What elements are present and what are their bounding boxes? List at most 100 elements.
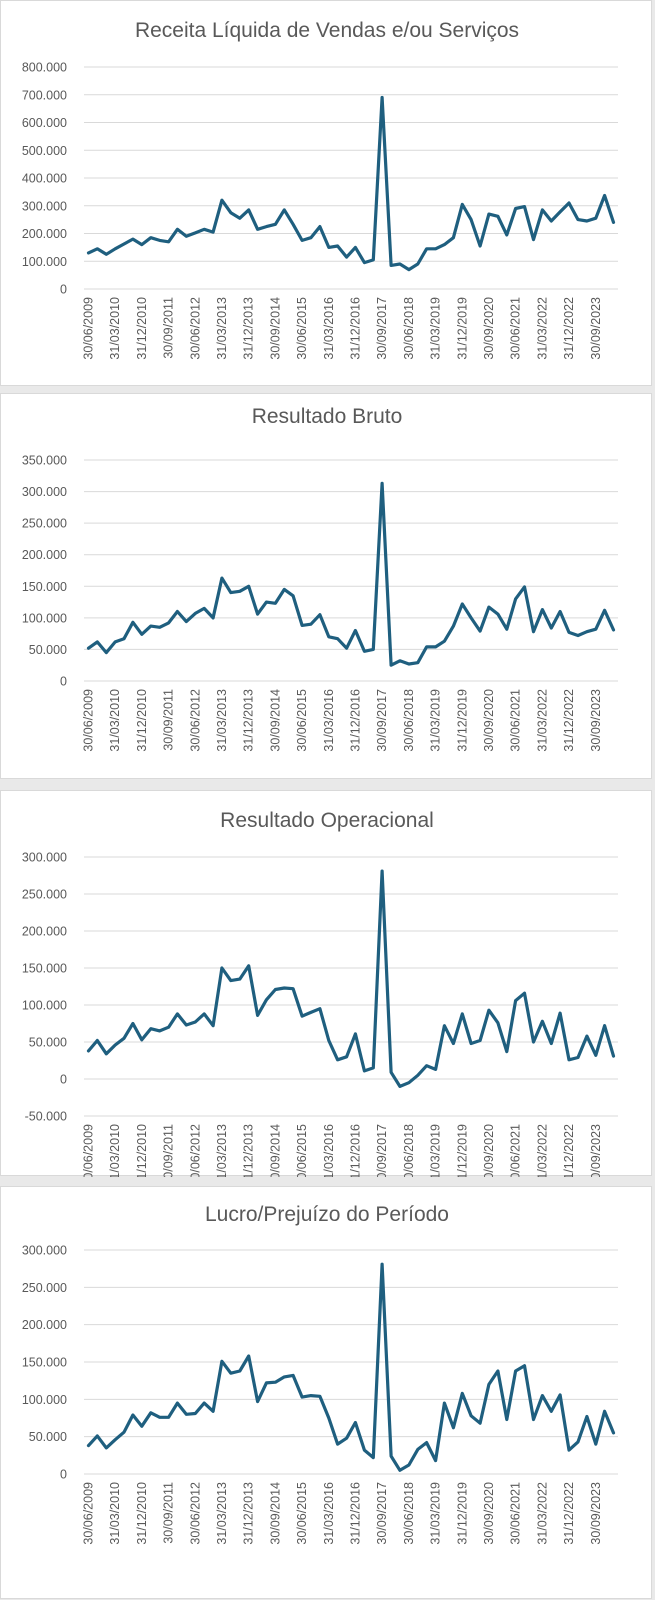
x-tick-label: 31/03/2010 <box>108 297 122 360</box>
data-point <box>372 648 375 651</box>
data-point <box>300 239 304 242</box>
data-point <box>114 640 117 644</box>
x-tick-label: 31/12/2019 <box>455 1124 469 1177</box>
data-point <box>211 1410 215 1413</box>
chart-panel-resultado-operacional: Resultado Operacional -50.000 0 50.000 100.0… <box>0 790 652 1177</box>
data-point <box>612 1054 615 1058</box>
x-tick-label: 30/09/2020 <box>482 689 496 752</box>
data-point <box>247 964 250 967</box>
data-point <box>274 223 277 226</box>
data-point <box>354 1421 357 1424</box>
x-tick-label: 31/12/2016 <box>348 297 362 360</box>
data-point <box>229 591 232 594</box>
x-tick-label: 31/12/2016 <box>348 689 362 752</box>
data-point <box>434 247 437 250</box>
data-point <box>425 1064 428 1067</box>
data-point <box>229 1372 232 1375</box>
data-point <box>274 1381 277 1384</box>
x-tick-label: 31/12/2016 <box>348 1482 362 1545</box>
data-point <box>345 255 348 259</box>
data-point <box>265 998 268 1001</box>
data-point <box>336 244 339 248</box>
data-point <box>478 1039 482 1042</box>
data-point <box>567 1448 571 1452</box>
data-point <box>167 1026 170 1029</box>
data-point <box>416 1448 419 1451</box>
y-tick-label: 0 <box>60 283 67 297</box>
data-point <box>434 645 437 649</box>
data-point <box>176 1012 179 1016</box>
data-point <box>452 1426 455 1429</box>
data-point <box>452 1042 455 1045</box>
y-tick-label: 250.000 <box>22 1281 67 1295</box>
y-tick-label: 200.000 <box>22 1318 67 1332</box>
y-tick-label: 350.000 <box>22 454 67 468</box>
y-tick-label: -50.000 <box>25 1110 67 1124</box>
data-point <box>122 1431 126 1434</box>
chart-panel-resultado-bruto: Resultado Bruto 0 50.000 100.000 150.000 200.… <box>0 393 652 779</box>
series-line-lucro-prejuizo <box>86 1262 616 1472</box>
x-tick-label: 30/06/2018 <box>402 297 416 360</box>
x-tick-label: 30/09/2011 <box>162 1482 176 1544</box>
data-point <box>372 1456 375 1459</box>
data-point <box>363 261 366 264</box>
x-tick-label: 30/09/2017 <box>375 297 389 360</box>
x-tick-label: 30/06/2021 <box>509 689 523 752</box>
data-point <box>140 1038 143 1041</box>
data-point <box>114 247 117 250</box>
data-point <box>318 225 322 228</box>
x-tick-label: 30/06/2018 <box>402 1482 416 1545</box>
data-point <box>220 1360 224 1363</box>
y-tick-label: 100.000 <box>22 611 67 625</box>
data-point <box>398 659 402 662</box>
data-point <box>514 999 517 1002</box>
data-point <box>505 628 508 631</box>
x-tick-label: 31/03/2013 <box>215 1124 229 1177</box>
y-tick-label: 300.000 <box>22 199 67 213</box>
x-tick-label: 30/09/2011 <box>162 1124 176 1177</box>
data-point <box>363 1069 366 1073</box>
data-point <box>176 228 179 231</box>
data-point <box>131 1022 135 1025</box>
data-point <box>603 609 606 612</box>
data-point <box>238 977 241 981</box>
data-point <box>532 1418 535 1421</box>
data-point <box>380 482 384 485</box>
data-point <box>158 1416 161 1419</box>
data-point <box>87 251 90 255</box>
data-point <box>612 221 615 224</box>
x-tick-label: 30/09/2014 <box>268 1482 282 1545</box>
data-point <box>274 602 277 605</box>
data-point <box>496 612 500 616</box>
x-tick-label: 30/06/2021 <box>509 1482 523 1545</box>
data-point <box>514 597 517 601</box>
data-point <box>87 1049 90 1053</box>
data-point <box>541 1394 544 1397</box>
y-tick-label: 50.000 <box>29 1430 67 1444</box>
data-point <box>114 1438 117 1441</box>
data-point <box>354 246 357 249</box>
data-point <box>523 992 526 995</box>
data-point <box>167 621 170 625</box>
x-tick-label: 30/06/2015 <box>295 1482 309 1545</box>
y-tick-label: 0 <box>60 675 67 689</box>
x-tick-label: 31/03/2013 <box>215 689 229 752</box>
data-point <box>514 1369 517 1373</box>
data-point <box>478 629 482 633</box>
x-tick-label: 31/12/2022 <box>562 1124 576 1177</box>
data-point <box>558 610 562 613</box>
chart-panel-lucro-prejuizo: Lucro/Prejuízo do Período 0 50.000 100.000 1… <box>0 1186 652 1599</box>
data-point <box>203 1401 206 1405</box>
data-point <box>443 640 446 643</box>
data-point <box>416 1074 419 1077</box>
data-point <box>336 1442 339 1446</box>
data-point <box>96 640 99 644</box>
data-point <box>318 1007 322 1010</box>
data-point <box>291 1374 295 1377</box>
x-tick-label: 30/06/2012 <box>188 1482 202 1545</box>
data-point <box>158 1029 161 1033</box>
x-tick-label: 30/09/2023 <box>589 689 603 752</box>
data-point <box>283 986 286 990</box>
data-point <box>176 1401 179 1405</box>
data-point <box>309 1394 313 1397</box>
